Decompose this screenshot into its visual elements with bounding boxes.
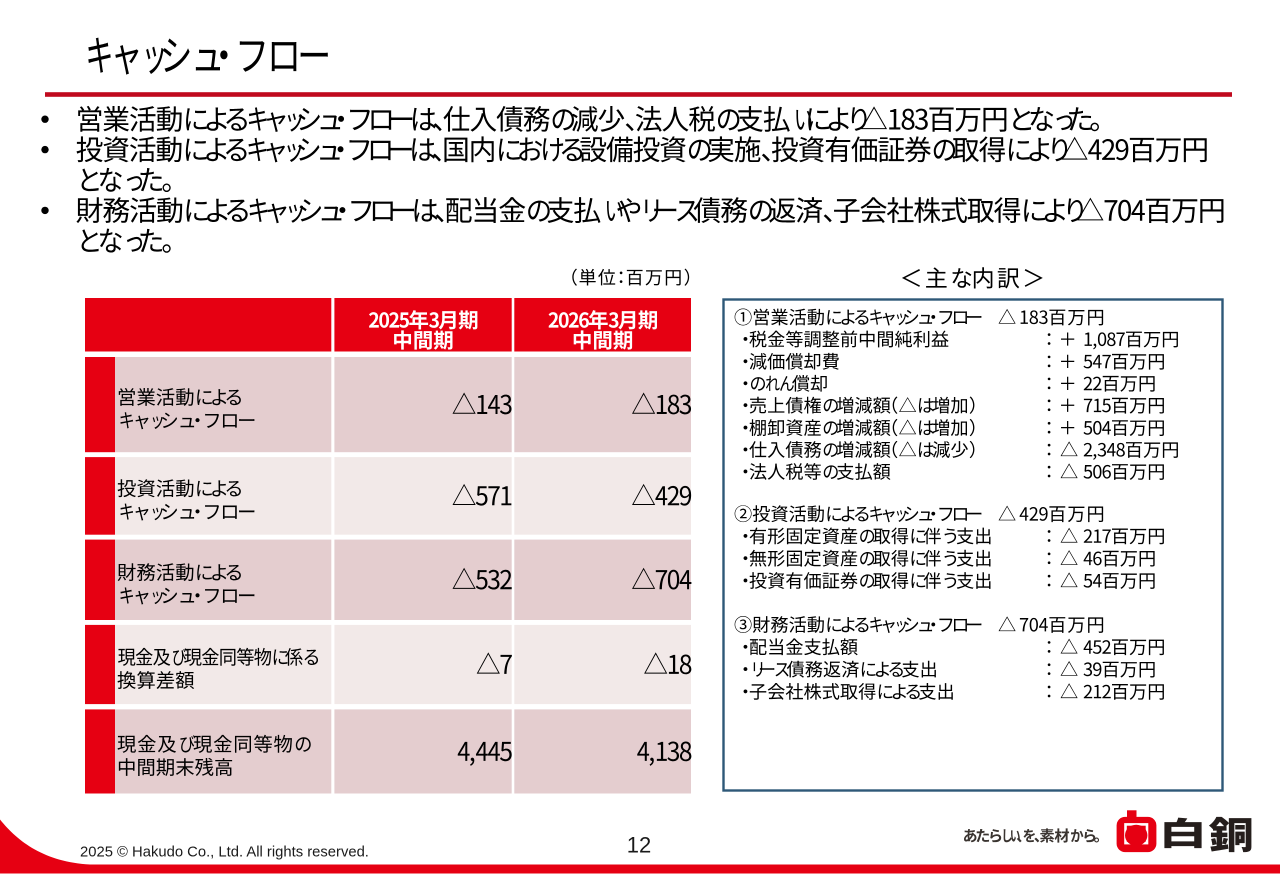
svg-text:2025 © Hakudo Co., Ltd. All ri: 2025 © Hakudo Co., Ltd. All rights reser… bbox=[80, 845, 369, 861]
svg-text:12: 12 bbox=[627, 833, 651, 858]
